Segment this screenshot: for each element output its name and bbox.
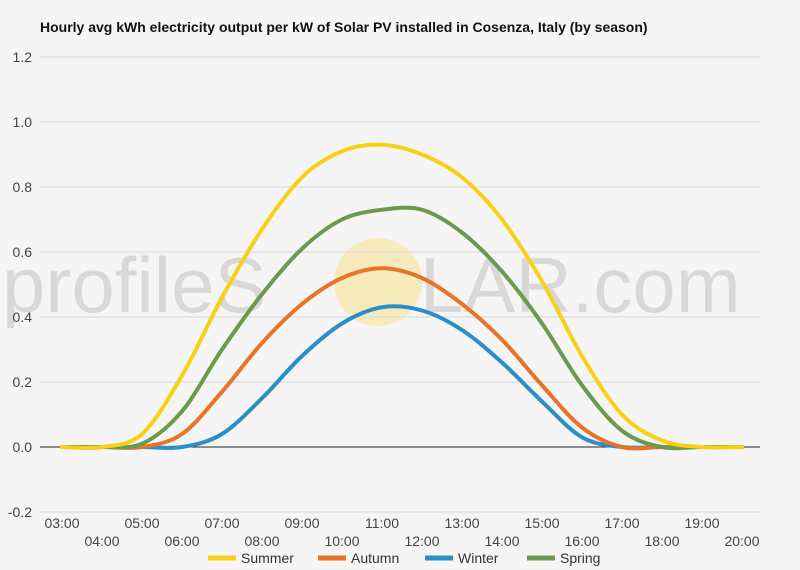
y-tick-label: 0.8 [13, 179, 33, 195]
x-tick-label: 18:00 [644, 533, 679, 549]
x-tick-label: 06:00 [164, 533, 199, 549]
x-tick-label: 09:00 [284, 515, 319, 531]
x-tick-label: 20:00 [724, 533, 759, 549]
y-tick-label: 0.4 [13, 309, 33, 325]
y-tick-label: -0.2 [8, 504, 32, 520]
series-line-summer [60, 142, 744, 450]
y-tick-label: 1.2 [13, 49, 33, 65]
legend-label-summer: Summer [241, 550, 294, 566]
x-tick-label: 15:00 [524, 515, 559, 531]
legend-label-autumn: Autumn [351, 550, 399, 566]
x-tick-label: 08:00 [244, 533, 279, 549]
x-tick-label: 07:00 [204, 515, 239, 531]
y-tick-label: 0.2 [13, 374, 33, 390]
x-tick-label: 14:00 [484, 533, 519, 549]
y-tick-label: 0.6 [13, 244, 33, 260]
watermark: profileS LAR.com [2, 238, 741, 329]
x-tick-label: 17:00 [604, 515, 639, 531]
x-tick-label: 05:00 [124, 515, 159, 531]
watermark-text-left: profileS [2, 241, 266, 329]
x-tick-label: 04:00 [84, 533, 119, 549]
chart-title: Hourly avg kWh electricity output per kW… [40, 19, 648, 35]
series-line-autumn [60, 266, 744, 451]
x-tick-label: 10:00 [324, 533, 359, 549]
x-tick-label: 12:00 [404, 533, 439, 549]
watermark-text-right: LAR.com [420, 241, 741, 329]
grid [40, 56, 760, 513]
legend: Summer Autumn Winter Spring [208, 550, 600, 566]
legend-label-winter: Winter [458, 550, 499, 566]
x-tick-label: 16:00 [564, 533, 599, 549]
x-tick-label: 19:00 [684, 515, 719, 531]
y-tick-label: 1.0 [13, 114, 33, 130]
x-tick-label: 03:00 [44, 515, 79, 531]
series-line-spring [60, 205, 744, 451]
legend-label-spring: Spring [560, 550, 600, 566]
axis-labels: 1.2 1.0 0.8 0.6 0.4 0.2 0.0 -0.2 03:00 04:00 05:00… [8, 49, 760, 549]
watermark-sun-icon [334, 238, 422, 326]
y-tick-label: 0.0 [13, 439, 33, 455]
x-tick-label: 11:00 [365, 515, 399, 531]
series-lines [60, 142, 744, 451]
x-tick-label: 13:00 [444, 515, 479, 531]
